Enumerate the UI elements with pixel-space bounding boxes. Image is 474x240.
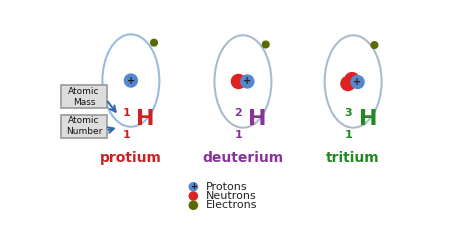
Ellipse shape	[371, 42, 378, 48]
Ellipse shape	[124, 74, 137, 87]
Text: 3: 3	[345, 108, 352, 118]
Ellipse shape	[241, 75, 254, 88]
Text: Neutrons: Neutrons	[206, 191, 257, 201]
Text: H: H	[359, 108, 377, 129]
Text: 1: 1	[235, 131, 242, 140]
Ellipse shape	[189, 192, 198, 200]
Text: 1: 1	[345, 131, 352, 140]
Ellipse shape	[151, 39, 157, 46]
Text: +: +	[127, 76, 135, 85]
Ellipse shape	[231, 74, 246, 89]
Text: Atomic
Mass: Atomic Mass	[68, 87, 100, 107]
Ellipse shape	[262, 41, 269, 48]
Text: tritium: tritium	[326, 151, 380, 165]
Text: deuterium: deuterium	[202, 151, 283, 165]
Ellipse shape	[351, 76, 364, 89]
Text: 1: 1	[122, 108, 130, 118]
Text: +: +	[190, 182, 197, 191]
Text: H: H	[137, 108, 155, 129]
Text: 1: 1	[122, 131, 130, 140]
Ellipse shape	[189, 201, 198, 209]
Text: Protons: Protons	[206, 182, 248, 192]
Text: H: H	[248, 108, 267, 129]
Text: Atomic
Number: Atomic Number	[66, 116, 102, 136]
Text: protium: protium	[100, 151, 162, 165]
Text: +: +	[243, 77, 251, 86]
Text: +: +	[354, 77, 362, 87]
Ellipse shape	[341, 77, 355, 90]
Ellipse shape	[189, 183, 198, 191]
FancyBboxPatch shape	[61, 85, 107, 108]
Text: 2: 2	[235, 108, 242, 118]
Ellipse shape	[345, 72, 359, 87]
FancyBboxPatch shape	[61, 115, 107, 138]
Text: Electrons: Electrons	[206, 200, 258, 210]
